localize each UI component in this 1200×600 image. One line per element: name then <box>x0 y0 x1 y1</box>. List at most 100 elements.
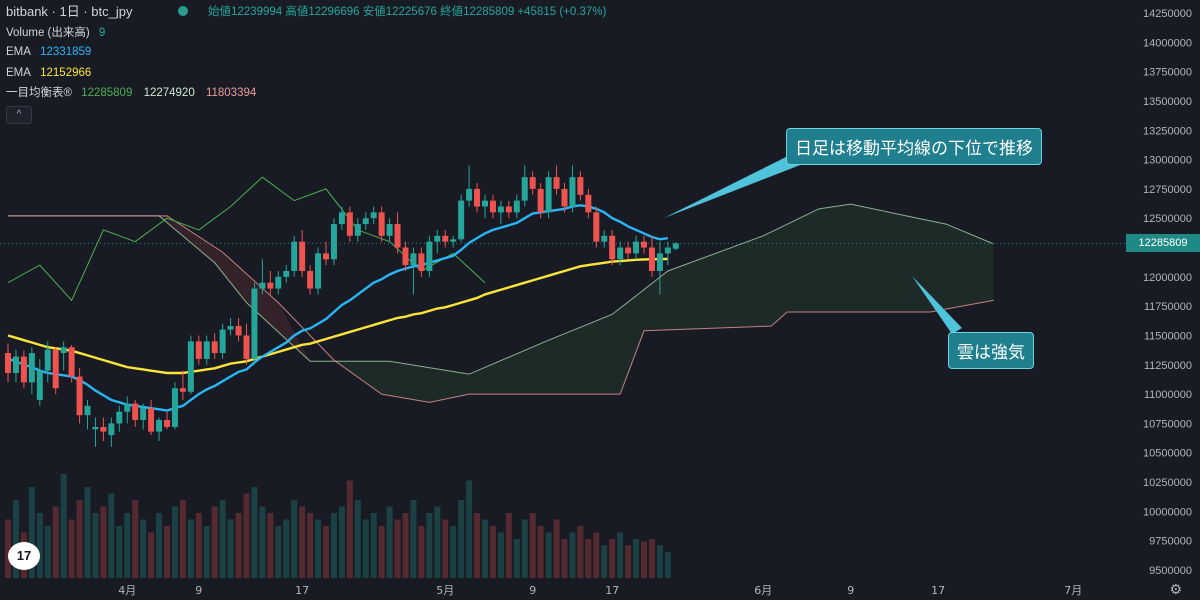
candle-body <box>100 426 107 432</box>
candle-body <box>482 200 488 207</box>
ichimoku-value-1: 12285809 <box>81 87 133 99</box>
candle-body <box>386 224 393 236</box>
volume-bar <box>5 519 11 578</box>
volume-bar <box>108 493 115 578</box>
y-tick-label: 13500000 <box>1143 96 1192 108</box>
volume-bar <box>625 545 632 578</box>
ema-slow-label: EMA <box>6 67 31 79</box>
settings-gear-icon[interactable]: ⚙ <box>1169 581 1182 597</box>
volume-bar <box>466 480 473 578</box>
legend-ema-slow[interactable]: EMA 12152966 <box>6 66 99 80</box>
volume-bar <box>52 506 59 578</box>
candle-body <box>132 403 139 420</box>
header-row: bitbank · 1日 · btc_jpy <box>6 5 146 20</box>
volume-bar <box>641 541 647 578</box>
symbol-title[interactable]: bitbank · 1日 · btc_jpy <box>6 4 133 19</box>
candle-body <box>227 326 234 330</box>
candle-body <box>116 411 123 424</box>
volume-bar <box>307 513 314 578</box>
candle-body <box>283 270 290 277</box>
volume-bar <box>291 500 298 578</box>
volume-bar <box>553 519 560 578</box>
visibility-eye-icon[interactable] <box>178 6 188 16</box>
candle-body <box>156 419 163 432</box>
volume-bar <box>521 519 528 578</box>
candle-body <box>84 405 91 416</box>
volume-bar <box>243 493 250 578</box>
y-tick-label: 13750000 <box>1143 67 1192 79</box>
volume-bar <box>116 526 123 578</box>
volume-bar <box>489 526 496 578</box>
volume-bar <box>179 500 186 578</box>
candle-body <box>497 206 504 213</box>
volume-bar <box>513 539 520 578</box>
callout-cloud-bullish[interactable]: 雲は強気 <box>948 332 1034 369</box>
candle-body <box>299 241 306 271</box>
y-tick-label: 13250000 <box>1143 125 1192 137</box>
callout-moving-average[interactable]: 日足は移動平均線の下位で推移 <box>786 128 1042 165</box>
volume-bar <box>100 506 107 578</box>
candle-body <box>529 177 536 189</box>
candle-body <box>458 200 465 240</box>
volume-bar <box>76 500 83 578</box>
volume-bar <box>569 532 576 578</box>
y-tick-label: 9750000 <box>1149 536 1192 548</box>
volume-value: 9 <box>98 27 106 39</box>
candle-body <box>474 188 481 207</box>
volume-bar <box>187 519 194 578</box>
legend-collapse-button[interactable]: ^ <box>6 106 32 124</box>
candle-body <box>44 349 51 371</box>
volume-bar <box>132 500 139 578</box>
candle-body <box>243 335 250 359</box>
candle-body <box>92 426 99 430</box>
candle-body <box>76 376 83 416</box>
ema-fast-label: EMA <box>6 46 31 58</box>
volume-bars <box>5 474 671 578</box>
ichimoku-label: 一目均衡表® <box>6 87 72 99</box>
tradingview-logo-icon[interactable]: 17 <box>8 542 40 570</box>
candle-body <box>450 239 457 242</box>
legend-ichimoku[interactable]: 一目均衡表® 12285809 12274920 11803394 <box>6 86 264 100</box>
volume-bar <box>219 500 226 578</box>
y-tick-label: 10250000 <box>1143 477 1192 489</box>
candle-body <box>179 388 186 392</box>
y-tick-label: 14250000 <box>1143 8 1192 20</box>
x-tick-label: 9 <box>847 584 854 597</box>
x-tick-label: 17 <box>605 584 619 597</box>
ema-slow-value: 12152966 <box>40 67 92 79</box>
price-axis[interactable]: 14250000 14000000 13750000 13500000 13250000… <box>1143 8 1192 577</box>
candle-body <box>521 177 528 201</box>
volume-bar <box>378 526 385 578</box>
candle-body <box>187 341 194 392</box>
candle-body <box>275 276 282 289</box>
volume-bar <box>84 487 91 578</box>
candle-body <box>354 224 361 236</box>
volume-bar <box>593 532 600 578</box>
candle-body <box>267 282 274 289</box>
legend-ema-fast[interactable]: EMA 12331859 <box>6 45 99 59</box>
x-tick-label: 4月 <box>118 584 136 597</box>
candle-body <box>36 370 43 400</box>
candle-body <box>140 408 147 420</box>
volume-bar <box>124 513 131 578</box>
volume-bar <box>442 519 449 578</box>
callout-arrow-1 <box>664 150 808 218</box>
volume-bar <box>426 513 433 578</box>
ohlc-readout: 始値12239994 高値12296696 安値12225676 終値12285… <box>208 5 606 19</box>
volume-bar <box>44 526 51 578</box>
time-axis[interactable]: 4月 9 17 5月 9 17 6月 9 17 7月 <box>118 584 1082 597</box>
ichimoku-cloud <box>8 203 994 403</box>
candle-body <box>171 388 178 427</box>
leading-span-a <box>8 203 994 375</box>
legend-volume[interactable]: Volume (出来高) 9 <box>6 26 113 40</box>
volume-bar <box>577 526 584 578</box>
candle-body <box>52 349 59 389</box>
volume-bar <box>561 539 568 578</box>
volume-bar <box>275 526 282 578</box>
volume-bar <box>171 506 178 578</box>
volume-bar <box>458 500 465 578</box>
candle-body <box>601 235 608 242</box>
candle-body <box>20 356 27 383</box>
volume-bar <box>156 513 163 578</box>
